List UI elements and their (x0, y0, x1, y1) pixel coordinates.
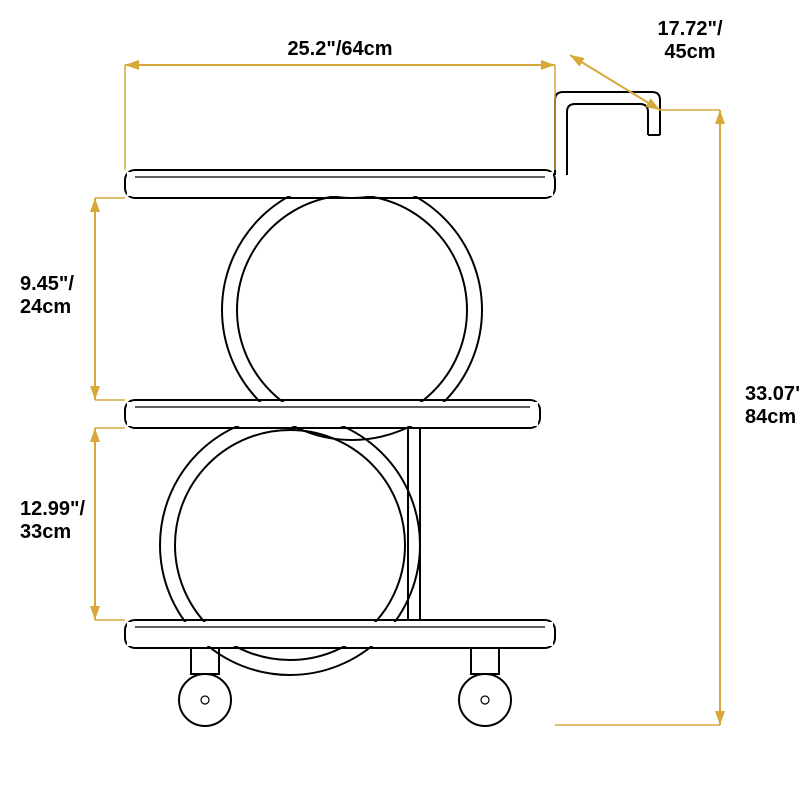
dimension-lower-gap-label-cm: 33cm (20, 521, 71, 543)
dimension-width-label: 25.2"/64cm (287, 38, 392, 60)
dimension-height-label-cm: 84cm (745, 406, 796, 428)
dimension-lower-gap-label: 12.99"/ (20, 498, 86, 520)
caster-wheel (179, 674, 231, 726)
caster-wheel (459, 674, 511, 726)
caster-bracket (471, 648, 499, 674)
dimension-height-label: 33.07"/ (745, 383, 800, 405)
dimension-depth-label-cm: 45cm (664, 41, 715, 63)
dimension-upper-gap-label-cm: 24cm (20, 296, 71, 318)
dimension-upper-gap-label: 9.45"/ (20, 273, 74, 295)
handle-inner (567, 104, 648, 175)
dimension-depth-label: 17.72"/ (657, 18, 723, 40)
